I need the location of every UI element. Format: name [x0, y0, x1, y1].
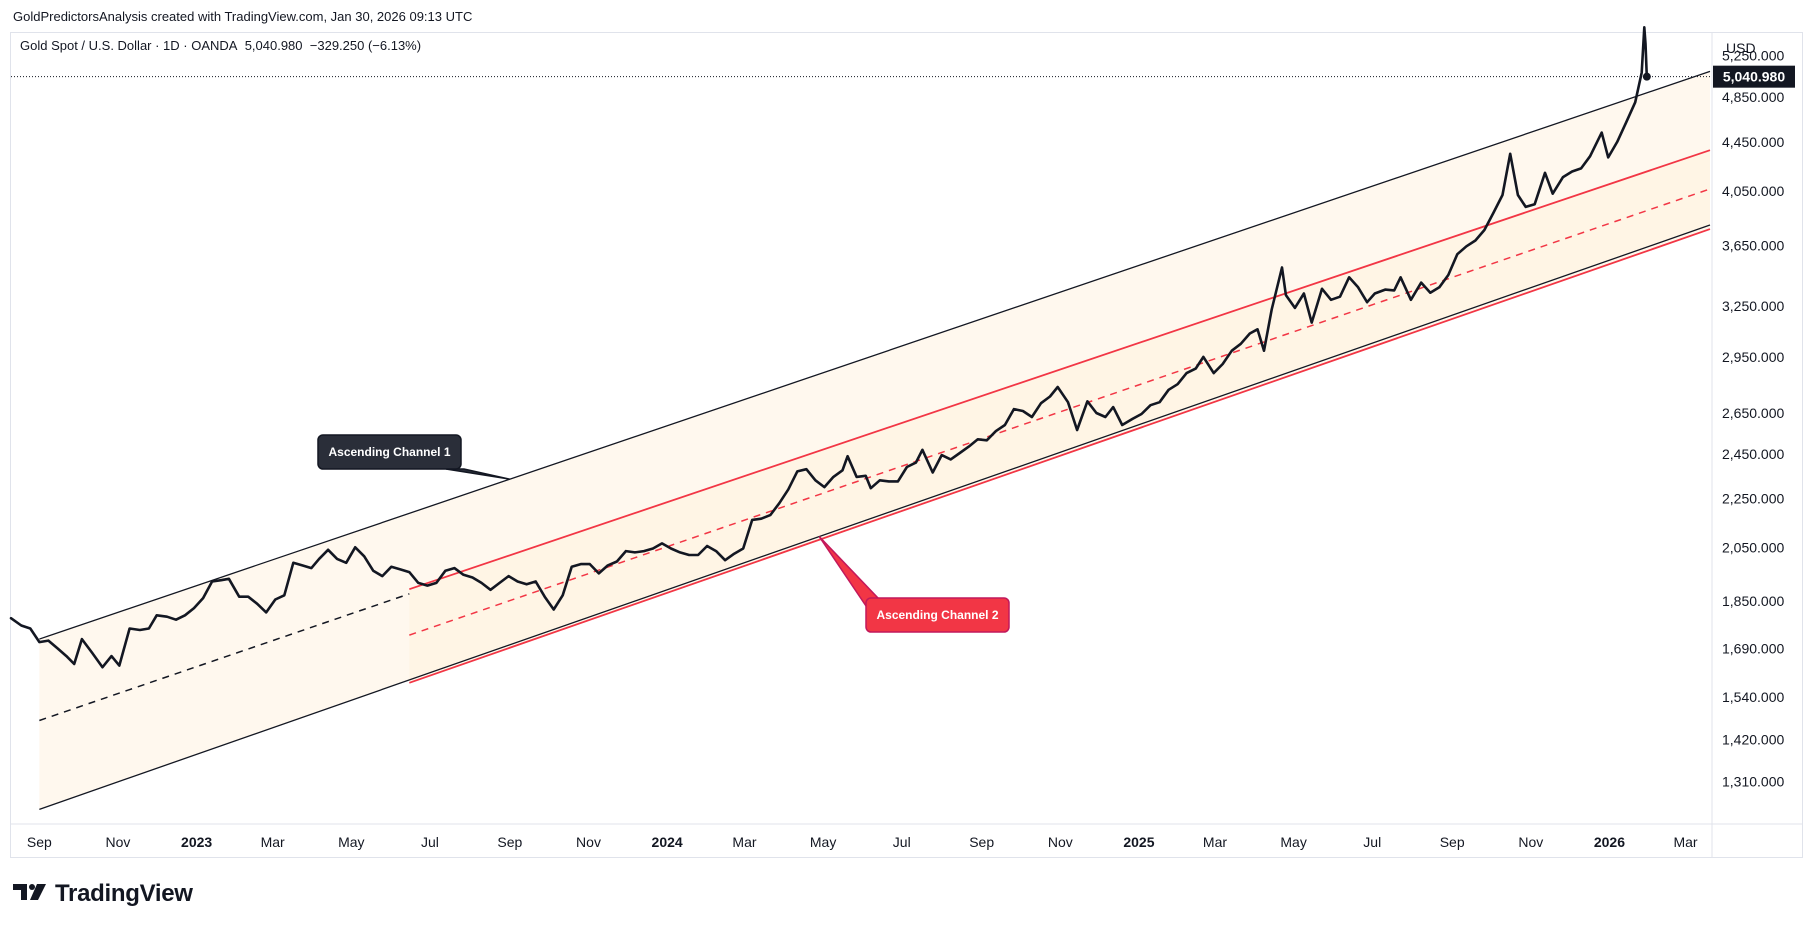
- time-tick-label: Nov: [1518, 834, 1543, 850]
- time-tick-label: Mar: [1673, 834, 1697, 850]
- channel-lower-line: [409, 228, 1711, 684]
- time-tick-label: Mar: [732, 834, 756, 850]
- price-tick-label: 1,850.000: [1722, 593, 1784, 609]
- time-tick-label: Sep: [497, 834, 522, 850]
- time-tick-label: Mar: [261, 834, 285, 850]
- time-tick-label: 2025: [1123, 834, 1154, 850]
- price-tick-label: 3,650.000: [1722, 238, 1784, 254]
- price-tick-label: 4,450.000: [1722, 134, 1784, 150]
- time-tick-label: Sep: [1440, 834, 1465, 850]
- last-price-value: 5,040.980: [244, 38, 303, 53]
- callout-box: [317, 434, 462, 470]
- time-tick-label: Jul: [1363, 834, 1381, 850]
- channel-upper-line: [409, 149, 1711, 591]
- callout-text: Ascending Channel 1: [328, 445, 450, 459]
- callouts[interactable]: Ascending Channel 1 Ascending Channel 2: [317, 434, 1010, 633]
- time-tick-label: Jul: [421, 834, 439, 850]
- price-tick-label: 2,050.000: [1722, 539, 1784, 555]
- currency-label: USD: [1726, 40, 1756, 56]
- price-tick-label: 1,310.000: [1722, 773, 1784, 789]
- time-tick-label: Sep: [27, 834, 52, 850]
- callout-box: [865, 597, 1010, 633]
- price-tick-label: 1,540.000: [1722, 689, 1784, 705]
- price-tick-label: 2,650.000: [1722, 405, 1784, 421]
- time-tick-label: May: [338, 834, 364, 850]
- time-tick-label: 2023: [181, 834, 212, 850]
- channel-mid-line: [409, 188, 1711, 636]
- callout-channel-1[interactable]: Ascending Channel 1: [317, 434, 511, 480]
- price-tick-label: 3,250.000: [1722, 298, 1784, 314]
- tradingview-logo-icon: [13, 882, 49, 907]
- time-tick-label: Sep: [969, 834, 994, 850]
- channel-fill: [409, 150, 1710, 683]
- time-tick-label: Nov: [1048, 834, 1073, 850]
- symbol-name: Gold Spot / U.S. Dollar · 1D · OANDA: [20, 38, 238, 53]
- chart-credit: GoldPredictorsAnalysis created with Trad…: [13, 9, 473, 24]
- time-tick-label: Nov: [106, 834, 131, 850]
- brand[interactable]: TradingView: [13, 880, 193, 908]
- time-tick-label: 2024: [652, 834, 683, 850]
- price-line: [9, 25, 1649, 669]
- price-tick-label: 1,420.000: [1722, 731, 1784, 747]
- time-tick-label: Mar: [1203, 834, 1227, 850]
- price-change: −329.250 (−6.13%): [309, 38, 422, 53]
- time-tick-label: Nov: [576, 834, 601, 850]
- price-tick-label: 1,690.000: [1722, 640, 1784, 656]
- time-tick-label: 2026: [1594, 834, 1625, 850]
- price-tick-label: 4,050.000: [1722, 183, 1784, 199]
- brand-name: TradingView: [55, 880, 193, 907]
- price-tick-label: 2,450.000: [1722, 446, 1784, 462]
- channel-upper-line: [39, 70, 1711, 640]
- callout-pointer: [818, 536, 880, 608]
- callout-channel-2[interactable]: Ascending Channel 2: [818, 536, 1010, 633]
- last-price-badge-label: 5,040.980: [1723, 69, 1785, 85]
- time-tick-label: May: [1280, 834, 1306, 850]
- price-labels: 5,040.980: [11, 65, 1795, 88]
- price-tick-label: 4,850.000: [1722, 89, 1784, 105]
- last-price-badge: [1713, 65, 1795, 88]
- time-tick-label: May: [810, 834, 836, 850]
- price-tick-label: 2,950.000: [1722, 349, 1784, 365]
- symbol-legend[interactable]: Gold Spot / U.S. Dollar · 1D · OANDA 5,0…: [20, 38, 421, 53]
- time-tick-label: Jul: [893, 834, 911, 850]
- chart-frame: [10, 32, 1803, 858]
- price-tick-label: 2,250.000: [1722, 491, 1784, 507]
- channel-lower-line: [39, 224, 1711, 810]
- channel-mid-line: [39, 593, 410, 722]
- callout-text: Ascending Channel 2: [876, 608, 998, 622]
- channel-drawings[interactable]: [39, 70, 1711, 810]
- price-tick-label: 5,250.000: [1722, 47, 1784, 63]
- callout-pointer: [445, 468, 511, 480]
